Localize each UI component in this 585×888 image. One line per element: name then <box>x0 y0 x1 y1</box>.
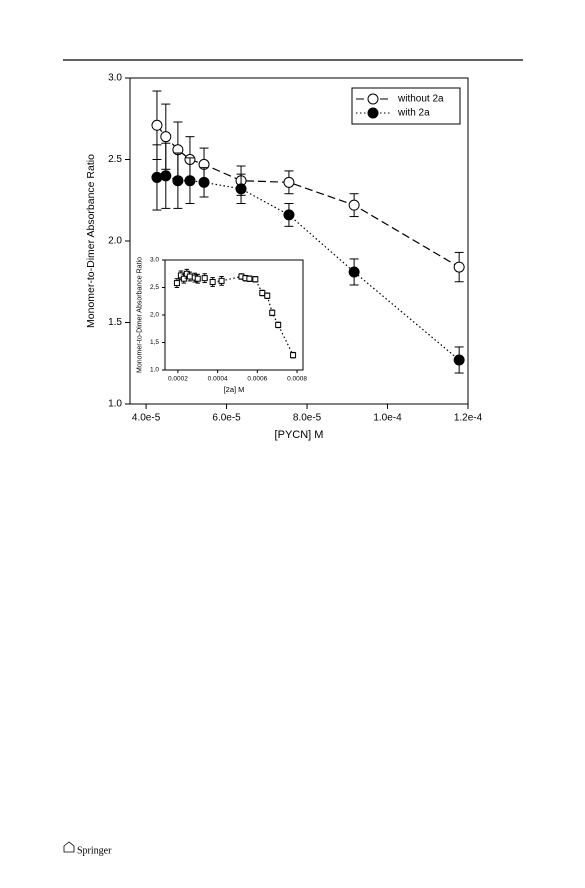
y-tick-label: 3.0 <box>150 257 159 264</box>
legend-box <box>351 87 461 125</box>
marker <box>186 273 193 280</box>
chart: 4.0e-5 6.0e-5 8.0e-5 1.0e-4 1.2e-4 1.0 1.5 2.0 2… <box>85 73 483 441</box>
marker <box>264 292 271 299</box>
marker <box>173 280 180 287</box>
y-tick-label: 2,5 <box>150 284 159 291</box>
x-tick-label: 0.0004 <box>208 376 228 383</box>
marker <box>194 275 201 282</box>
marker <box>275 321 282 328</box>
marker <box>201 275 208 282</box>
y-tick-label: 1.0 <box>108 399 122 410</box>
marker <box>283 176 295 188</box>
x-tick-label: 8.0e-5 <box>293 413 322 424</box>
legend-marker <box>367 93 379 105</box>
marker <box>348 199 360 211</box>
x-tick-label: 1.2e-4 <box>454 413 483 424</box>
marker <box>151 171 163 183</box>
y-tick-label: 3.0 <box>108 73 122 84</box>
x-axis-label: [2a] M <box>224 385 245 394</box>
x-axis-label: [PYCN] M <box>275 429 324 441</box>
marker <box>235 183 247 195</box>
y-tick-label: 2,0 <box>150 312 159 319</box>
x-tick-label: 0.0008 <box>287 376 307 383</box>
marker <box>283 209 295 221</box>
marker <box>348 266 360 278</box>
marker <box>209 279 216 285</box>
y-tick-label: 2.0 <box>108 236 122 247</box>
legend-label: with 2a <box>397 108 430 119</box>
marker <box>453 261 465 273</box>
marker <box>184 175 196 187</box>
marker <box>259 290 266 296</box>
marker <box>198 176 210 188</box>
marker <box>269 309 276 316</box>
y-axis-label: Monomer-to-Dimer Absorbance Ratio <box>85 154 97 328</box>
legend: without 2a with 2a <box>351 87 461 125</box>
x-tick-label: 6.0e-5 <box>212 413 241 424</box>
marker <box>151 119 163 131</box>
y-tick-label: 1.0 <box>150 367 159 374</box>
marker <box>246 275 253 282</box>
springer-logo <box>63 841 75 853</box>
marker <box>180 275 187 282</box>
y-tick-label: 2.5 <box>108 154 122 165</box>
chart: 0.0002 0.0004 0.0006 0.0008 1.0 1,5 2,0 2,5 3.0 [… <box>137 257 308 394</box>
legend-marker <box>367 107 379 119</box>
marker <box>160 170 172 182</box>
marker <box>252 276 259 283</box>
y-tick-label: 1,5 <box>150 339 159 346</box>
marker <box>290 352 297 359</box>
x-tick-label: 0.0002 <box>168 376 188 383</box>
footer: Springer <box>77 845 112 856</box>
marker <box>172 175 184 187</box>
y-axis-label: Monomer-to-Dimer Absorbance Ratio <box>137 257 144 373</box>
marker <box>453 354 465 366</box>
marker <box>160 131 172 143</box>
x-tick-label: 0.0006 <box>247 376 267 383</box>
legend-label: without 2a <box>397 94 444 105</box>
x-tick-label: 4.0e-5 <box>132 413 161 424</box>
marker <box>218 277 225 284</box>
x-tick-label: 1.0e-4 <box>373 413 402 424</box>
y-tick-label: 1.5 <box>108 317 122 328</box>
